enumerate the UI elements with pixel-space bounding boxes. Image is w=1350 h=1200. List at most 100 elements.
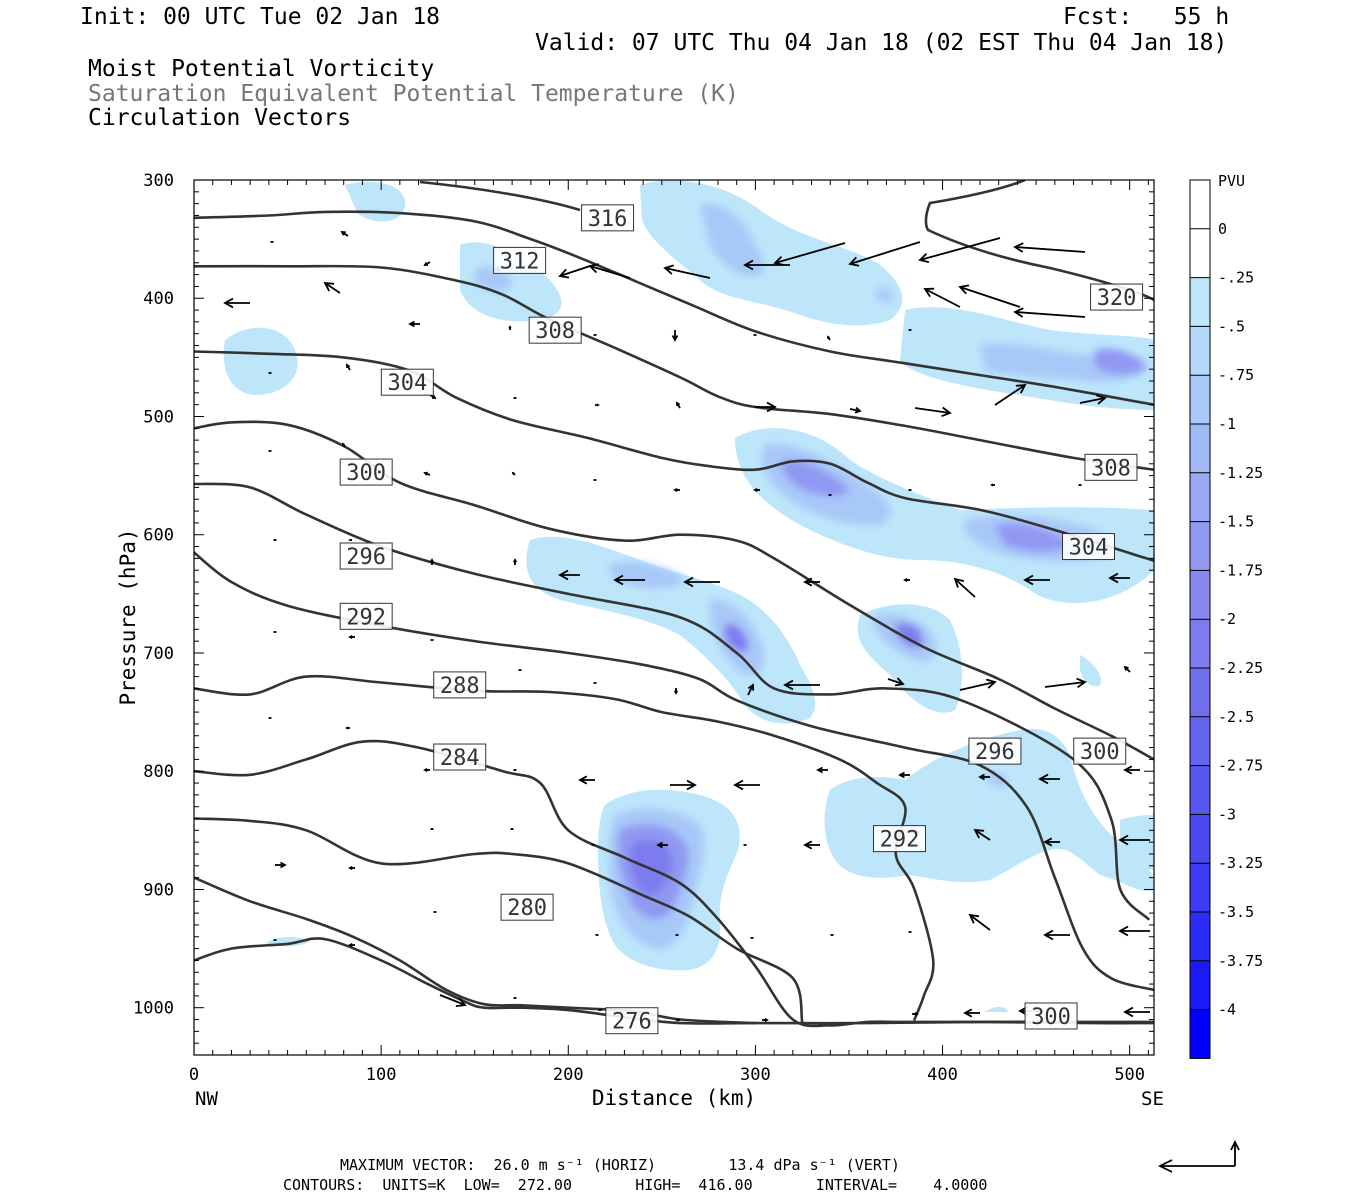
vector-arrowhead [973,828,985,839]
vector-arrowhead [1043,837,1053,847]
vector-arrow [959,286,1021,308]
y-axis: 300 400 500 600 700 800 900 1000 [133,171,1154,1056]
colorbar-label: -2.5 [1218,708,1254,726]
colorbar-title: PVU [1218,172,1245,190]
vector-arrowhead [753,488,758,492]
colorbar-swatch [1190,814,1210,864]
colorbar-label: -2.75 [1218,757,1263,775]
colorbar-label: -3 [1218,805,1236,823]
y-tick-label: 500 [143,407,174,427]
x-tick-label: 500 [1114,1065,1145,1085]
vector-arrow [589,265,631,279]
vector-arrow [1079,397,1106,404]
vector-arrowhead [968,913,980,924]
contour-label-box [493,246,547,274]
vector-arrowhead [423,768,428,772]
vector-arrowhead [1076,677,1087,689]
vector-arrow [1044,681,1086,688]
vector-arrowhead [985,678,997,689]
colorbar-swatch [1190,960,1210,1010]
vector-arrowhead [1023,574,1034,586]
init-time: Init: 00 UTC Tue 02 Jan 18 [80,4,441,30]
vector-arrowhead [578,775,588,785]
vector-arrowhead [676,401,681,407]
vector-arrow [914,407,951,414]
colorbar-swatch [1190,180,1210,229]
contour-label-box [528,316,582,344]
contour-line-6 [194,674,935,1021]
colorbar-label: -4 [1218,1001,1236,1019]
y-tick-label: 700 [143,644,174,664]
colorbar-swatch [1190,912,1210,961]
vector-arrowhead [743,259,754,271]
vector-arrowhead [898,771,905,779]
vector-arrowhead [348,538,352,542]
y-axis-title: Pressure (hPa) [116,528,140,705]
y-tick-label: 800 [143,762,174,782]
vector-arrowhead [511,471,515,475]
vector-arrow [1014,311,1086,318]
contour-line-8 [194,817,804,1024]
contour-labels: 316 312 308 304 320 308 300 304 296 292 288 296 300 2… [339,204,1144,1035]
vector-arrowhead [683,576,694,588]
vector-arrowhead [1013,242,1024,253]
vector-arrowhead [803,577,813,587]
contour-label: 304 [387,371,427,396]
vector-arrowhead [816,766,823,774]
vector-arrowhead [588,263,600,274]
y-tick-label: 900 [143,880,174,900]
vector-arrowhead [671,335,679,342]
contour-label-box [581,204,635,232]
contour-line-10 [194,937,1154,1025]
y-tick-label: 400 [143,289,174,309]
colorbar-swatch [1190,424,1210,473]
pv-shading [223,180,1154,1012]
vector-arrowhead [941,406,952,418]
contour-line-4 [194,482,1150,921]
vector-arrowhead [674,690,678,695]
colorbar-swatch [1190,277,1210,327]
vector-arrowhead [747,683,755,691]
colorbar-label: -.5 [1218,317,1245,335]
contour-label: 312 [500,249,540,274]
colorbar-swatch [1190,472,1210,522]
colorbar-swatch [1190,1009,1210,1059]
vector-arrowhead [686,779,697,791]
x-tick-label: 300 [740,1065,771,1085]
vector-arrowhead [348,943,353,947]
valid-time: Valid: 07 UTC Thu 04 Jan 18 (02 EST Thu … [535,30,1228,56]
contour-label-box [605,1007,659,1035]
vector-arrowhead [674,1018,679,1022]
contour-label-box [1024,1002,1078,1030]
contour-label: 316 [588,207,628,232]
vector-arrowhead [430,558,434,563]
vector-arrowhead [1096,394,1107,405]
contour-line-0 [194,210,1154,406]
contour-label: 300 [346,461,386,486]
vector-arrowhead [783,679,794,691]
colorbar-label: -3.75 [1218,952,1263,970]
vector-arrowhead [408,320,415,328]
colorbar-label: -2 [1218,610,1236,628]
max-vector-info: MAXIMUM VECTOR: 26.0 m s⁻¹ (HORIZ) 13.4 … [340,1156,900,1174]
vector-arrowhead [848,256,860,267]
vector-arrow [994,384,1026,406]
vector-arrowhead [978,773,985,781]
vector-arrowhead [344,726,349,730]
x-tick-label: 200 [553,1065,584,1085]
vector-arrowhead [508,324,512,329]
vector-arrowhead [958,284,970,295]
colorbar-label: -.75 [1218,366,1254,384]
colorbar-swatch [1190,619,1210,668]
vector-arrowhead [423,261,429,266]
contour-label-box [872,825,926,853]
vector-arrowhead [1118,834,1129,846]
vector-arrowhead [348,866,353,870]
vector-arrowhead [894,677,905,687]
vector-arrowhead [558,268,570,279]
vector-arrowhead [963,1008,973,1018]
contour-label-box [1073,737,1127,765]
reference-vector-icon [1157,1139,1240,1173]
contour-label-box [339,602,393,630]
colorbar-label: -3.25 [1218,854,1263,872]
